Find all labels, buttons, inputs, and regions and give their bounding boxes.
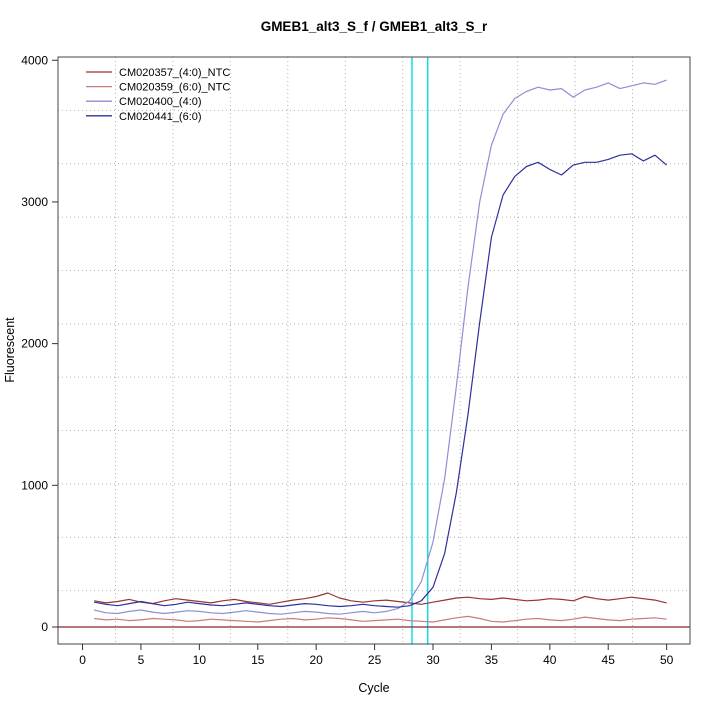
legend-label: CM020359_(6:0)_NTC: [119, 82, 230, 94]
series-line-CM020400_(4:0): [94, 79, 667, 615]
x-tick-label: 40: [543, 653, 557, 667]
series-line-CM020441_(6:0): [94, 153, 667, 608]
x-tick-label: 25: [368, 653, 382, 667]
x-tick-label: 30: [426, 653, 440, 667]
chart-layer: 0 5 10 15 20 25 30 35 40 45 50 0 1000 2000 3000 4000 CM0…: [21, 53, 691, 667]
series-line-CM020359_(6:0)_NTC: [94, 615, 667, 623]
x-tick-label: 20: [309, 653, 323, 667]
legend-label: CM020357_(4:0)_NTC: [119, 67, 230, 79]
plot-border: [57, 56, 691, 645]
x-tick-label: 5: [138, 653, 145, 667]
x-tick-label: 45: [602, 653, 616, 667]
x-tick-label: 0: [79, 653, 86, 667]
x-tick-label: 10: [193, 653, 207, 667]
series-line-CM020357_(4:0)_NTC: [94, 592, 667, 605]
x-tick-label: 35: [485, 653, 499, 667]
x-axis-label: Cycle: [358, 681, 389, 695]
y-tick-label: 0: [41, 620, 48, 634]
y-tick-label: 2000: [21, 337, 48, 351]
x-tick-label: 15: [251, 653, 265, 667]
x-tick-label: 50: [660, 653, 674, 667]
y-tick-label: 4000: [21, 53, 48, 67]
y-tick-label: 1000: [21, 478, 48, 492]
legend-label: CM020400_(4:0): [119, 96, 202, 108]
chart-title: GMEB1_alt3_S_f / GMEB1_alt3_S_r: [261, 19, 488, 34]
y-tick-label: 3000: [21, 195, 48, 209]
legend-label: CM020441_(6:0): [119, 111, 202, 123]
y-axis-label: Fluorescent: [3, 317, 17, 383]
